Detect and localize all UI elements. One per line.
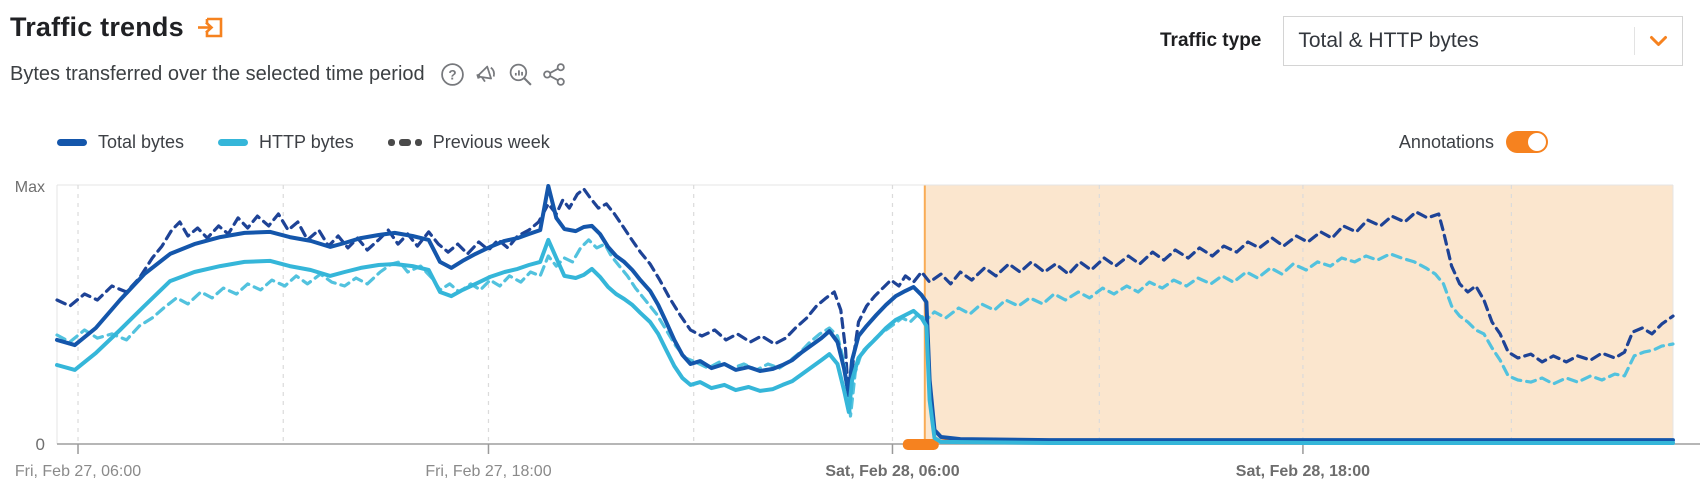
previous-week-swatch bbox=[387, 138, 422, 146]
series-total-previous-week bbox=[55, 187, 1675, 406]
toggle-knob bbox=[1528, 133, 1546, 151]
explore-icon[interactable] bbox=[508, 62, 533, 87]
x-tick-label: Fri, Feb 27, 18:00 bbox=[425, 463, 551, 480]
legend-item-http-bytes[interactable]: HTTP bytes bbox=[218, 132, 354, 153]
series-http-bytes bbox=[55, 237, 1675, 445]
share-icon[interactable] bbox=[542, 62, 567, 87]
page-title: Traffic trends bbox=[10, 12, 184, 42]
legend-item-total-bytes[interactable]: Total bytes bbox=[57, 132, 184, 153]
legend-label: Previous week bbox=[432, 131, 550, 152]
help-icon[interactable]: ? bbox=[440, 62, 465, 87]
legend-label: HTTP bytes bbox=[259, 131, 354, 152]
annotations-toggle[interactable] bbox=[1506, 131, 1548, 153]
page-subtitle: Bytes transferred over the selected time… bbox=[10, 63, 425, 85]
annotation-marker[interactable] bbox=[902, 439, 939, 450]
traffic-type-dropdown[interactable]: Total & HTTP bytes bbox=[1283, 16, 1684, 66]
x-tick-label: Sat, Feb 28, 06:00 bbox=[825, 463, 959, 480]
announcement-icon[interactable] bbox=[474, 62, 499, 87]
legend-item-previous-week[interactable]: Previous week bbox=[387, 131, 550, 153]
series-total-bytes bbox=[55, 184, 1675, 443]
legend-label: Total bytes bbox=[98, 131, 185, 152]
y-zero-label: 0 bbox=[36, 435, 45, 454]
annotation-region bbox=[924, 185, 1673, 441]
http-bytes-swatch bbox=[218, 138, 249, 146]
traffic-type-value: Total & HTTP bytes bbox=[1298, 29, 1479, 52]
y-max-label: Max bbox=[15, 179, 45, 196]
dropdown-divider bbox=[1634, 27, 1636, 55]
x-tick-label: Fri, Feb 27, 06:00 bbox=[15, 463, 141, 480]
svg-text:?: ? bbox=[448, 68, 456, 83]
annotations-label: Annotations bbox=[1398, 131, 1494, 152]
traffic-type-label: Traffic type bbox=[1160, 30, 1262, 51]
open-link-icon[interactable] bbox=[197, 14, 225, 41]
chevron-down-icon bbox=[1650, 35, 1668, 46]
total-bytes-swatch bbox=[57, 138, 87, 146]
x-tick-label: Sat, Feb 28, 18:00 bbox=[1236, 463, 1370, 480]
